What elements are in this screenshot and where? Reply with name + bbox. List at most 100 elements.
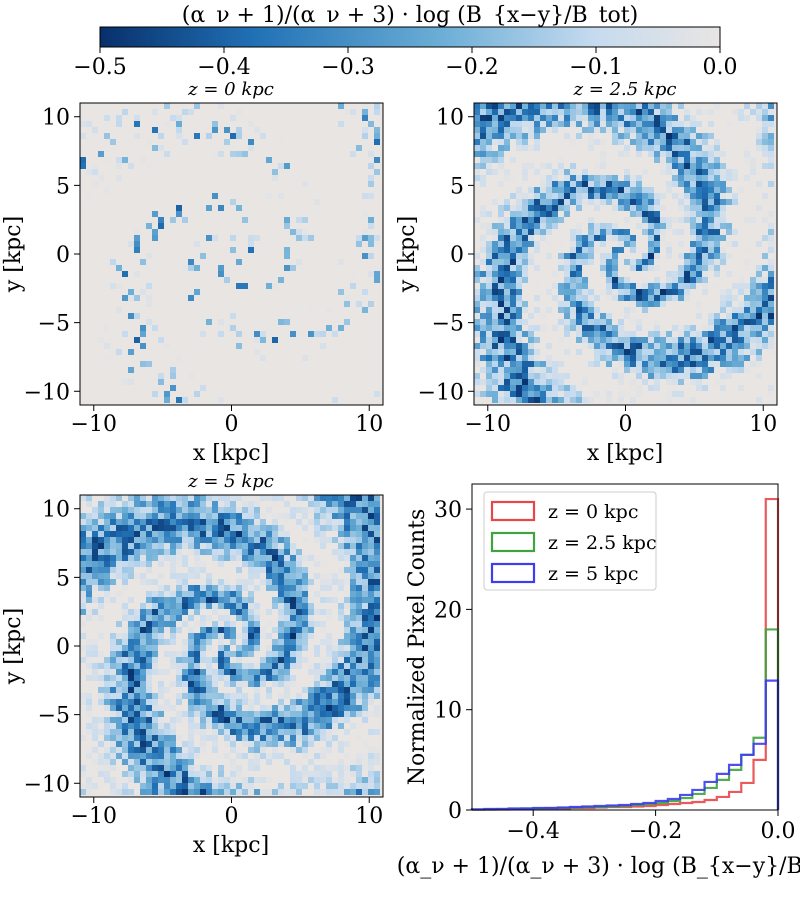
map-pixel — [522, 355, 528, 361]
x-tick-label: −10 — [71, 804, 117, 829]
map-pixel — [278, 717, 284, 723]
map-pixel — [308, 555, 314, 561]
map-pixel — [582, 289, 588, 295]
map-pixel — [768, 271, 774, 277]
map-pixel — [606, 115, 612, 121]
map-pixel — [374, 241, 380, 247]
map-pixel — [594, 313, 600, 319]
map-pixel — [606, 235, 612, 241]
map-pixel — [284, 741, 290, 747]
map-pixel — [140, 711, 146, 717]
map-pixel — [504, 241, 510, 247]
map-pixel — [594, 139, 600, 145]
map-pixel — [498, 103, 504, 109]
map-pixel — [606, 265, 612, 271]
map-pixel — [224, 699, 230, 705]
map-pixel — [732, 361, 738, 367]
map-pixel — [122, 705, 128, 711]
map-pixel — [254, 753, 260, 759]
map-pixel — [338, 495, 344, 501]
map-pixel — [666, 343, 672, 349]
map-pixel — [702, 211, 708, 217]
map-pixel — [660, 193, 666, 199]
map-pixel — [260, 627, 266, 633]
map-pixel — [260, 519, 266, 525]
map-pixel — [206, 789, 212, 795]
map-pixel — [492, 241, 498, 247]
map-pixel — [642, 373, 648, 379]
map-pixel — [86, 585, 92, 591]
map-pixel — [522, 337, 528, 343]
map-pixel — [558, 157, 564, 163]
map-pixel — [296, 741, 302, 747]
map-pixel — [576, 187, 582, 193]
map-pixel — [146, 265, 152, 271]
map-pixel — [236, 615, 242, 621]
map-pixel — [260, 495, 266, 501]
map-pixel — [338, 579, 344, 585]
map-pixel — [206, 603, 212, 609]
map-pixel — [534, 241, 540, 247]
map-pixel — [558, 163, 564, 169]
map-pixel — [606, 325, 612, 331]
map-pixel — [762, 139, 768, 145]
map-pixel — [618, 277, 624, 283]
map-pixel — [152, 229, 158, 235]
map-pixel — [188, 525, 194, 531]
map-pixel — [242, 651, 248, 657]
map-pixel — [368, 747, 374, 753]
map-pixel — [480, 313, 486, 319]
map-pixel — [672, 175, 678, 181]
map-pixel — [86, 711, 92, 717]
map-pixel — [338, 765, 344, 771]
map-pixel — [104, 777, 110, 783]
map-pixel — [630, 355, 636, 361]
map-pixel — [374, 675, 380, 681]
map-pixel — [374, 639, 380, 645]
map-pixel — [474, 145, 480, 151]
map-pixel — [296, 651, 302, 657]
map-pixel — [134, 717, 140, 723]
map-pixel — [344, 771, 350, 777]
map-pixel — [164, 151, 170, 157]
map-pixel — [350, 519, 356, 525]
map-pixel — [618, 127, 624, 133]
map-pixel — [194, 789, 200, 795]
map-pixel — [332, 699, 338, 705]
map-pixel — [134, 765, 140, 771]
map-pixel — [374, 597, 380, 603]
map-pixel — [110, 633, 116, 639]
map-pixel — [672, 193, 678, 199]
map-pixel — [212, 519, 218, 525]
map-pixel — [636, 373, 642, 379]
map-pixel — [230, 669, 236, 675]
map-pixel — [98, 675, 104, 681]
map-pixel — [362, 783, 368, 789]
map-pixel — [582, 397, 588, 403]
map-pixel — [618, 283, 624, 289]
x-axis-label: x [kpc] — [193, 441, 269, 466]
map-pixel — [474, 271, 480, 277]
map-pixel — [738, 301, 744, 307]
map-pixel — [504, 343, 510, 349]
map-pixel — [356, 235, 362, 241]
map-pixel — [254, 127, 260, 133]
map-pixel — [164, 771, 170, 777]
map-pixel — [290, 567, 296, 573]
map-pixel — [206, 501, 212, 507]
map-pixel — [218, 597, 224, 603]
map-pixel — [510, 385, 516, 391]
map-pixel — [152, 145, 158, 151]
map-pixel — [576, 121, 582, 127]
map-pixel — [176, 591, 182, 597]
map-pixel — [362, 495, 368, 501]
map-pixel — [230, 603, 236, 609]
map-pixel — [510, 361, 516, 367]
colorbar-label: (α_ν + 1)/(α_ν + 3) · log (B_{x−y}/B_tot… — [182, 3, 638, 28]
map-pixel — [594, 229, 600, 235]
map-pixel — [498, 307, 504, 313]
map-pixel — [498, 361, 504, 367]
map-pixel — [146, 301, 152, 307]
map-pixel — [320, 525, 326, 531]
